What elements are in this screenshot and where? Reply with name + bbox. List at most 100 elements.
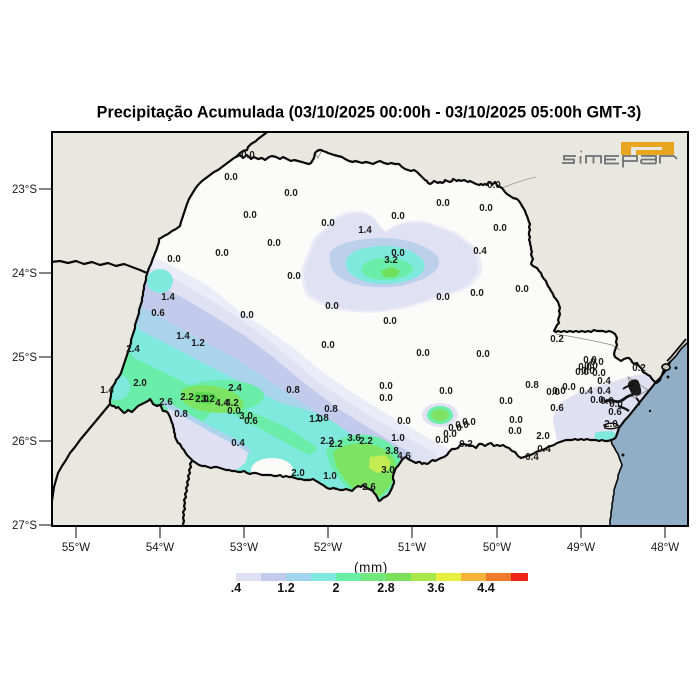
svg-text:1.0: 1.0 [309,414,322,425]
svg-text:2.8: 2.8 [377,581,394,595]
svg-text:1.2: 1.2 [191,338,204,349]
svg-text:0.0: 0.0 [215,248,228,259]
svg-text:0.0: 0.0 [462,417,475,428]
svg-text:3.2: 3.2 [384,255,397,266]
svg-text:0.0: 0.0 [383,316,396,327]
svg-text:3.0: 3.0 [239,411,252,422]
svg-text:27°S: 27°S [12,520,37,532]
svg-text:0.4: 0.4 [525,452,539,463]
svg-text:2.0: 2.0 [536,431,549,442]
svg-text:24°S: 24°S [12,268,37,280]
svg-text:0.0: 0.0 [287,271,300,282]
svg-text:4.4: 4.4 [215,398,229,409]
svg-text:0.8: 0.8 [525,380,539,391]
svg-text:54°W: 54°W [146,542,174,554]
svg-text:0.4: 0.4 [597,386,611,397]
svg-text:0.6: 0.6 [608,407,622,418]
svg-text:0.0: 0.0 [243,210,256,221]
svg-text:0.8: 0.8 [324,404,338,415]
svg-text:0.6: 0.6 [244,416,258,427]
svg-text:0.0: 0.0 [546,387,559,398]
svg-text:1.0: 1.0 [391,433,404,444]
svg-text:0.0: 0.0 [584,361,597,372]
svg-text:0.6: 0.6 [550,403,564,414]
svg-text:2.2: 2.2 [180,392,193,403]
svg-text:1.0: 1.0 [323,471,336,482]
svg-text:55°W: 55°W [62,542,90,554]
svg-text:2.6: 2.6 [159,397,173,408]
svg-text:4.6: 4.6 [397,451,411,462]
svg-text:0.0: 0.0 [227,406,240,417]
svg-text:52°W: 52°W [314,542,342,554]
svg-text:0.0: 0.0 [493,223,506,234]
svg-text:0.0: 0.0 [515,284,528,295]
svg-text:0.4: 0.4 [473,246,487,257]
svg-text:0.0: 0.0 [391,248,404,259]
svg-text:0.0: 0.0 [224,172,237,183]
svg-text:1.8: 1.8 [315,413,329,424]
svg-text:0.0: 0.0 [321,340,334,351]
svg-text:0.4: 0.4 [537,444,551,455]
svg-text:2.6: 2.6 [362,482,376,493]
svg-text:1.4: 1.4 [100,385,114,396]
svg-text:2.4: 2.4 [228,383,242,394]
svg-text:0.4: 0.4 [231,438,245,449]
svg-text:2.2: 2.2 [359,436,372,447]
svg-text:49°W: 49°W [567,542,595,554]
svg-text:0.0: 0.0 [241,150,254,161]
svg-text:0.0: 0.0 [379,381,392,392]
svg-text:0.0: 0.0 [487,180,500,191]
svg-text:0.0: 0.0 [391,211,404,222]
svg-text:0.0: 0.0 [592,368,605,379]
svg-text:2.0: 2.0 [604,419,617,430]
svg-text:2.2: 2.2 [329,439,342,450]
svg-text:1.4: 1.4 [358,225,372,236]
svg-text:0.4: 0.4 [597,376,611,387]
svg-text:53°W: 53°W [230,542,258,554]
svg-text:4.2: 4.2 [225,398,238,409]
svg-text:0.0: 0.0 [562,382,575,393]
svg-text:0.0: 0.0 [578,362,591,373]
svg-text:(mm): (mm) [354,560,388,575]
svg-text:25°S: 25°S [12,352,37,364]
svg-text:3.6: 3.6 [427,581,444,595]
svg-text:2.2: 2.2 [320,436,333,447]
svg-text:3.2: 3.2 [201,394,214,405]
svg-text:1.2: 1.2 [277,581,294,595]
svg-text:0.0: 0.0 [240,310,253,321]
svg-text:0.0: 0.0 [455,420,468,431]
svg-text:2.0: 2.0 [133,378,146,389]
svg-text:2.0: 2.0 [291,468,304,479]
svg-text:1.4: 1.4 [176,331,190,342]
svg-text:0.8: 0.8 [174,409,188,420]
svg-text:0.0: 0.0 [397,416,410,427]
svg-text:0.0: 0.0 [590,357,603,368]
svg-text:0.0: 0.0 [581,366,594,377]
svg-text:0.0: 0.0 [267,238,280,249]
svg-text:0.6: 0.6 [151,308,165,319]
svg-text:3.0: 3.0 [381,465,394,476]
svg-text:0.0: 0.0 [443,429,456,440]
svg-text:.4: .4 [231,581,241,595]
svg-text:0.8: 0.8 [286,385,300,396]
svg-text:26°S: 26°S [12,436,37,448]
svg-text:0.2: 0.2 [550,334,563,345]
svg-text:0.0: 0.0 [575,367,588,378]
svg-text:0.2: 0.2 [459,439,472,450]
svg-text:0.0: 0.0 [416,348,429,359]
svg-text:Precipitação Acumulada (03/10/: Precipitação Acumulada (03/10/2025 00:00… [97,104,642,122]
svg-text:0.0: 0.0 [509,415,522,426]
svg-text:0.0: 0.0 [476,349,489,360]
svg-text:3.6: 3.6 [347,433,361,444]
svg-text:0.0: 0.0 [552,386,565,397]
svg-text:51°W: 51°W [398,542,426,554]
svg-text:0.0: 0.0 [436,198,449,209]
svg-text:0.0: 0.0 [325,301,338,312]
svg-text:0.0: 0.0 [479,203,492,214]
svg-text:0.0: 0.0 [439,386,452,397]
svg-text:0.0: 0.0 [508,426,521,437]
svg-text:1.4: 1.4 [161,292,175,303]
svg-text:0.4: 0.4 [579,386,593,397]
svg-text:50°W: 50°W [483,542,511,554]
svg-text:0.0: 0.0 [284,188,297,199]
